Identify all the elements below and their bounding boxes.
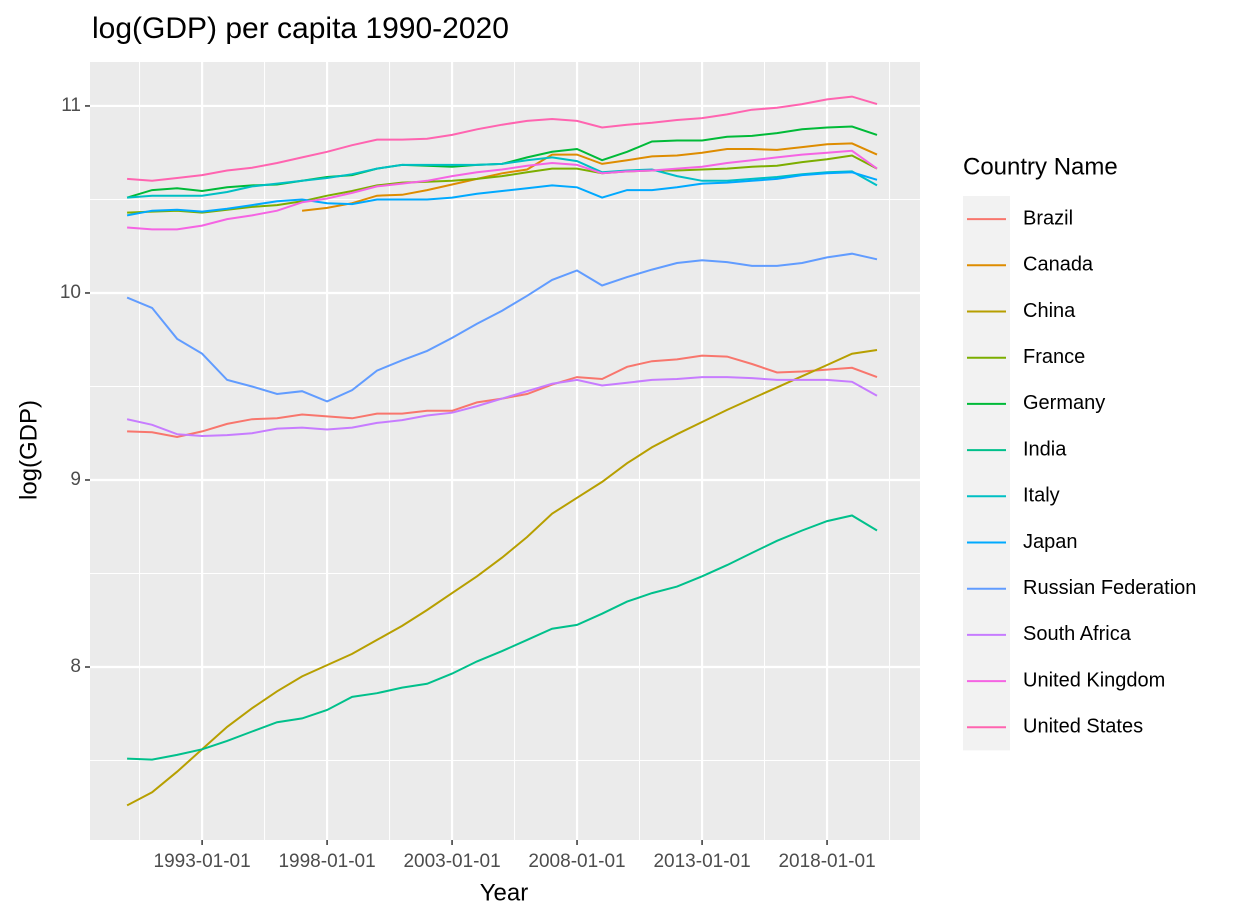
y-tick-label: 11: [61, 95, 81, 116]
series-line: [126, 171, 878, 217]
legend-label: France: [1023, 346, 1085, 368]
y-tick-label: 9: [70, 469, 81, 490]
y-tick-label: 8: [70, 656, 81, 677]
legend-label: Italy: [1023, 485, 1060, 507]
series-line: [126, 349, 878, 807]
legend-label: India: [1023, 438, 1067, 460]
x-tick-label: 1998-01-01: [278, 851, 375, 872]
legend-label: Germany: [1023, 392, 1105, 414]
series-line: [127, 149, 878, 231]
chart-title: log(GDP) per capita 1990-2020: [92, 12, 509, 45]
series-line: [126, 376, 878, 438]
legend-label: United Kingdom: [1023, 669, 1165, 691]
series-line: [127, 514, 878, 761]
legend-label: Brazil: [1023, 207, 1073, 229]
series-line: [127, 95, 878, 182]
legend-label: Russian Federation: [1023, 577, 1196, 599]
y-tick-label: 10: [60, 282, 81, 303]
series-line: [126, 252, 878, 403]
x-axis-title: Year: [480, 879, 529, 906]
y-axis-title: log(GDP): [15, 400, 42, 500]
x-tick-label: 1993-01-01: [154, 851, 251, 872]
x-tick-label: 2008-01-01: [528, 851, 625, 872]
legend-label: Canada: [1023, 254, 1094, 276]
legend-label: United States: [1023, 716, 1143, 738]
x-tick-label: 2018-01-01: [778, 851, 875, 872]
series-line: [301, 142, 878, 212]
series-line: [127, 154, 878, 214]
legend-label: South Africa: [1023, 623, 1132, 645]
series-line: [127, 156, 878, 199]
x-tick-label: 2003-01-01: [403, 851, 500, 872]
x-tick-label: 2013-01-01: [653, 851, 750, 872]
legend-label: China: [1023, 300, 1076, 322]
plot-panel: [90, 62, 920, 840]
legend-keys-background: [963, 196, 1010, 751]
legend-label: Japan: [1023, 531, 1078, 553]
legend-title: Country Name: [963, 153, 1118, 180]
